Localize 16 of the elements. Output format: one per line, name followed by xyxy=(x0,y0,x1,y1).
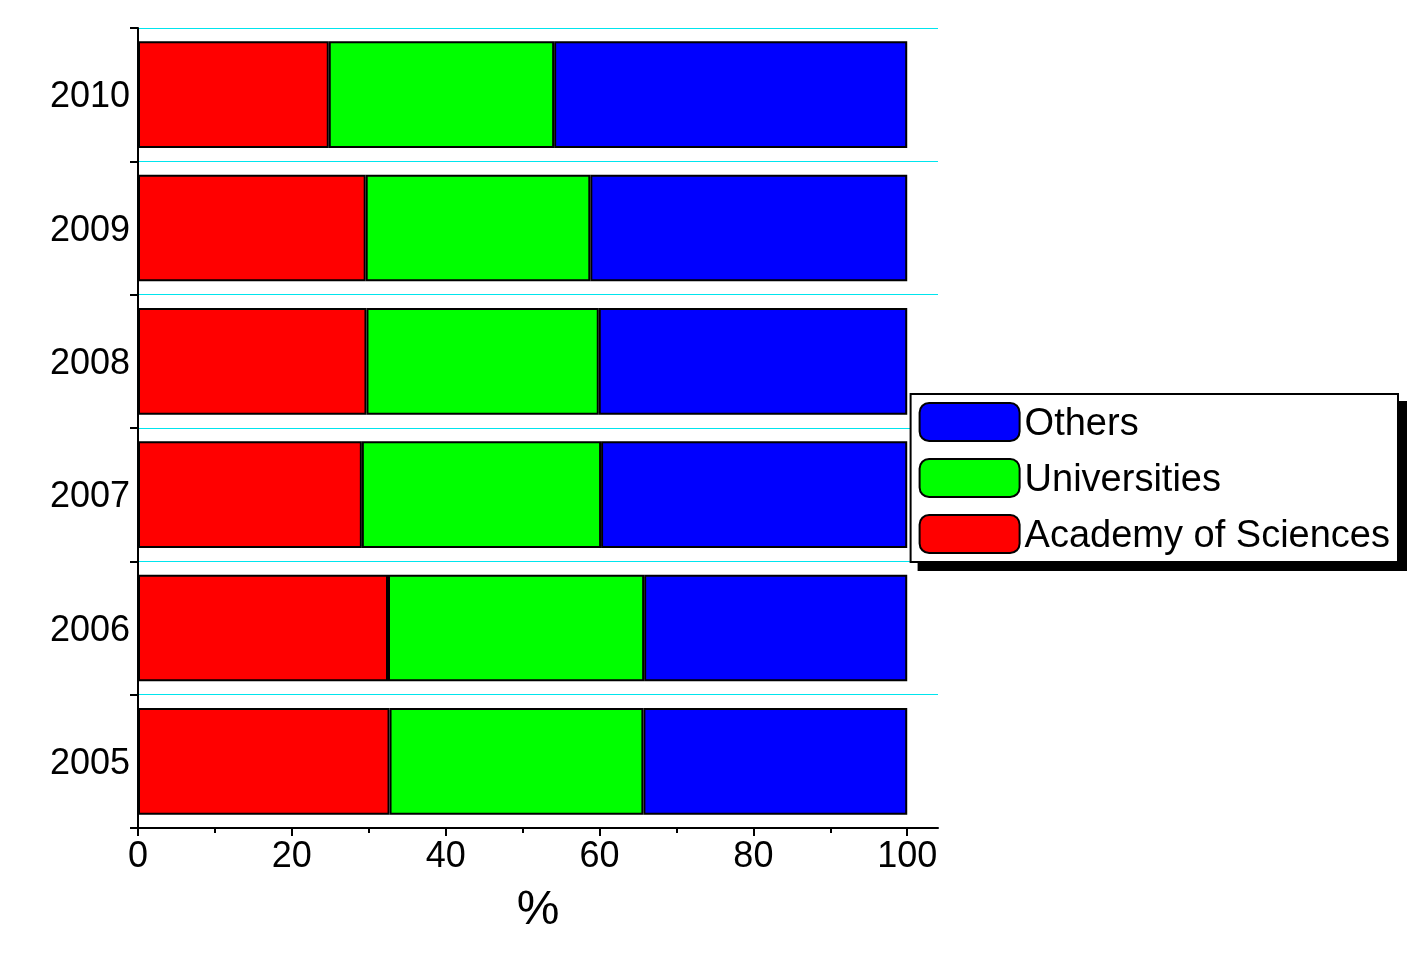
x-tick-label: 100 xyxy=(877,833,938,875)
y-tick-label: 2008 xyxy=(49,340,130,382)
legend-label: Universities xyxy=(1024,457,1221,499)
y-tick-label: 2005 xyxy=(49,740,130,782)
x-tick-label: 0 xyxy=(127,833,149,875)
y-tick-label: 2007 xyxy=(49,474,130,516)
y-tick-label: 2010 xyxy=(49,74,130,116)
x-axis-title: % xyxy=(516,880,560,934)
legend-label: Academy of Sciences xyxy=(1024,513,1391,555)
y-tick-label: 2009 xyxy=(49,207,130,249)
legend-label: Others xyxy=(1024,401,1139,443)
x-tick-label: 20 xyxy=(271,833,312,875)
x-tick-label: 40 xyxy=(425,833,466,875)
x-tick-label: 60 xyxy=(579,833,620,875)
y-tick-label: 2006 xyxy=(49,607,130,649)
x-tick-label: 80 xyxy=(733,833,774,875)
